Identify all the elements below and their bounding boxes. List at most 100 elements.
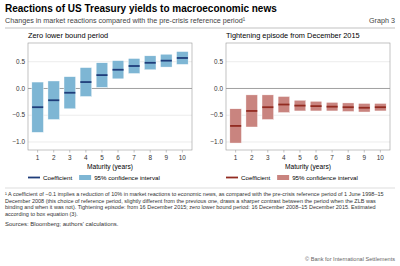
ci-bar — [375, 103, 387, 110]
coefficient — [294, 105, 305, 107]
x-tick-label: 5 — [100, 154, 104, 161]
x-tick-label: 2 — [52, 154, 56, 161]
x-tick — [134, 150, 135, 153]
panel: Tightening episode from December 2015 −1.… — [210, 31, 390, 181]
x-tick-label: 6 — [314, 154, 318, 161]
title: Reactions of US Treasury yields to macro… — [5, 3, 277, 14]
y-tick-label: −0.5 — [210, 111, 223, 118]
ci-bar — [358, 103, 370, 112]
x-tick-label: 5 — [298, 154, 302, 161]
coefficient — [96, 74, 107, 76]
x-tick — [299, 150, 300, 153]
x-tick — [316, 150, 317, 153]
grid-line — [226, 61, 390, 62]
x-tick — [85, 150, 86, 153]
panel-title: Tightening episode from December 2015 — [226, 31, 360, 40]
coefficient — [246, 110, 257, 112]
grid-line — [226, 141, 390, 142]
x-tick-label: 7 — [132, 154, 136, 161]
plot-area — [28, 43, 192, 150]
ci-bar — [230, 109, 242, 143]
ci-bar — [342, 103, 354, 112]
ci-bar — [64, 77, 76, 109]
graph-label: Graph 3 — [369, 16, 395, 25]
coefficient — [327, 106, 338, 108]
plot-frame — [28, 43, 192, 150]
panel-title: Zero lower bound period — [28, 31, 108, 40]
ci-bar — [32, 82, 44, 132]
plot-area — [226, 43, 390, 150]
x-tick-label: 8 — [346, 154, 350, 161]
coefficient — [32, 106, 43, 108]
y-tick-label: 0.0 — [214, 85, 223, 92]
x-tick — [364, 150, 365, 153]
x-tick — [348, 150, 349, 153]
x-tick — [101, 150, 102, 153]
ci-bar — [128, 59, 140, 74]
legend-swatch — [277, 175, 289, 180]
x-tick-label: 9 — [362, 154, 366, 161]
legend-swatch — [79, 175, 91, 180]
coefficient — [145, 62, 156, 64]
coefficient — [278, 104, 289, 106]
legend-entry: Coefficient — [43, 174, 72, 181]
x-tick-label: 10 — [377, 154, 385, 161]
coefficient — [129, 65, 140, 67]
coefficient — [80, 81, 91, 83]
ci-bar — [177, 52, 189, 65]
panel: Zero lower bound period−1.0−0.50.00.5123… — [12, 31, 192, 181]
legend: Coefficient 95% confidence interval — [28, 174, 160, 181]
subtitle: Changes in market reactions compared wit… — [5, 16, 246, 25]
coefficient — [64, 92, 75, 94]
legend-swatch — [28, 177, 40, 179]
grid-line — [226, 88, 390, 89]
ci-bar — [96, 63, 108, 88]
plot-frame — [226, 43, 390, 150]
x-tick-label: 8 — [148, 154, 152, 161]
ci-bar — [160, 54, 172, 67]
chart: Reactions of US Treasury yields to macro… — [0, 0, 400, 266]
legend-swatch — [226, 177, 238, 179]
x-tick — [251, 150, 252, 153]
y-tick-label: 0.5 — [16, 58, 25, 65]
legend-entry: Coefficient — [241, 174, 270, 181]
ci-bar — [48, 81, 60, 120]
x-tick — [150, 150, 151, 153]
grid-line — [28, 141, 192, 142]
legend: Coefficient 95% confidence interval — [226, 174, 358, 181]
y-tick-label: 0.5 — [214, 58, 223, 65]
coefficient — [343, 106, 354, 108]
x-tick-label: 3 — [266, 154, 270, 161]
ci-bar — [294, 100, 306, 111]
ci-bar — [310, 101, 322, 111]
ci-bar — [262, 95, 274, 120]
x-axis-label: Maturity (years) — [87, 163, 133, 171]
x-tick-label: 3 — [68, 154, 72, 161]
copyright: © Bank for International Settlements — [305, 256, 395, 262]
x-tick — [380, 150, 381, 153]
marks — [32, 52, 188, 133]
x-tick-label: 4 — [84, 154, 88, 161]
coefficient — [48, 99, 59, 101]
x-tick — [118, 150, 119, 153]
marks — [230, 95, 386, 143]
ci-bar — [144, 56, 156, 70]
y-tick-label: −1.0 — [12, 138, 25, 145]
legend-entry: 95% confidence interval — [292, 174, 358, 181]
x-tick-label: 7 — [330, 154, 334, 161]
x-tick-label: 1 — [234, 154, 238, 161]
ci-bar — [278, 97, 290, 113]
x-tick-label: 6 — [116, 154, 120, 161]
x-tick — [332, 150, 333, 153]
coefficient — [359, 107, 370, 109]
x-tick — [182, 150, 183, 153]
source: Sources: Bloomberg; authors' calculation… — [5, 221, 119, 227]
coefficient — [310, 105, 321, 107]
x-tick-label: 2 — [250, 154, 254, 161]
y-tick-label: −1.0 — [210, 138, 223, 145]
coefficient — [375, 106, 386, 108]
coefficient — [177, 57, 188, 59]
legend-entry: 95% confidence interval — [94, 174, 160, 181]
x-tick — [283, 150, 284, 153]
ci-bar — [326, 102, 338, 111]
